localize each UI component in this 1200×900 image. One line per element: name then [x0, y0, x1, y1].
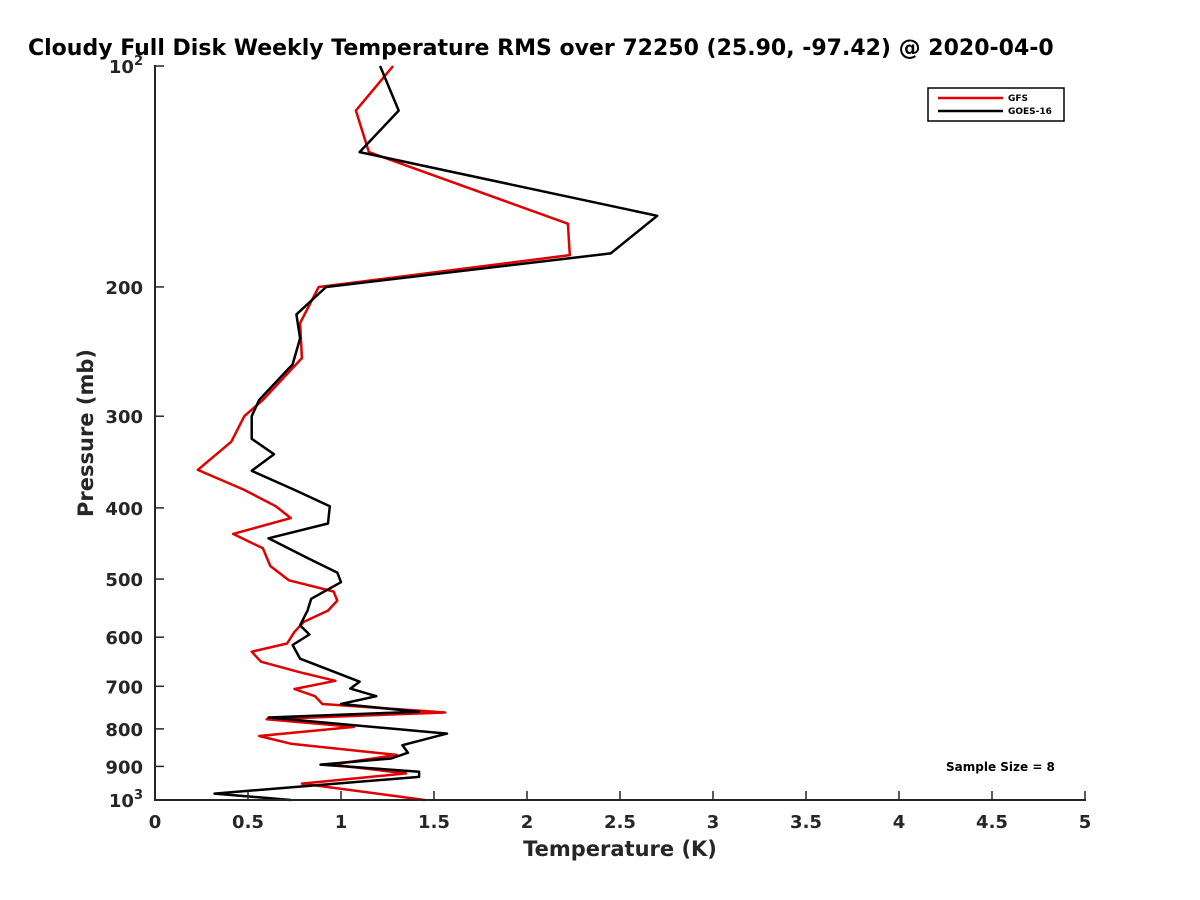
legend: GFS GOES-16 [927, 87, 1065, 122]
sample-size-annotation: Sample Size = 8 [946, 760, 1055, 774]
y-tick-label: 200 [105, 278, 143, 299]
legend-entry-gfs: GFS [1008, 94, 1028, 104]
plot-lines [196, 65, 659, 802]
y-tick-label: 800 [105, 720, 143, 741]
y-tick-label: 103 [109, 788, 143, 812]
x-tick-label: 5 [1079, 812, 1092, 833]
x-tick-label: 0.5 [232, 812, 264, 833]
y-tick-label: 900 [105, 757, 143, 778]
legend-entry-goes16: GOES-16 [1008, 107, 1052, 117]
series-line-goes16 [213, 65, 659, 802]
y-tick-label: 300 [105, 407, 143, 428]
x-tick-label: 3 [707, 812, 720, 833]
x-tick-label: 3.5 [790, 812, 822, 833]
axes [154, 65, 1086, 801]
x-tick-label: 1.5 [418, 812, 450, 833]
y-tick-label: 400 [105, 499, 143, 520]
chart-title: Cloudy Full Disk Weekly Temperature RMS … [28, 36, 1054, 61]
y-tick-label: 500 [105, 570, 143, 591]
legend-box [927, 87, 1065, 122]
y-ticks: 102 200 300 400 500 600 700 800 900 103 [105, 54, 164, 812]
x-tick-label: 0 [149, 812, 162, 833]
x-ticks: 0 0.5 1 1.5 2 2.5 3 3.5 4 4.5 5 [149, 791, 1092, 833]
x-tick-label: 2.5 [604, 812, 636, 833]
series-line-gfs [196, 65, 572, 802]
y-axis-label: Pressure (mb) [74, 349, 98, 517]
y-tick-label: 600 [105, 628, 143, 649]
x-tick-label: 4 [893, 812, 906, 833]
x-tick-label: 1 [335, 812, 348, 833]
x-tick-label: 2 [521, 812, 534, 833]
x-tick-label: 4.5 [976, 812, 1008, 833]
y-tick-label: 700 [105, 677, 143, 698]
y-tick-label: 102 [109, 54, 143, 78]
x-axis-label: Temperature (K) [523, 837, 717, 861]
